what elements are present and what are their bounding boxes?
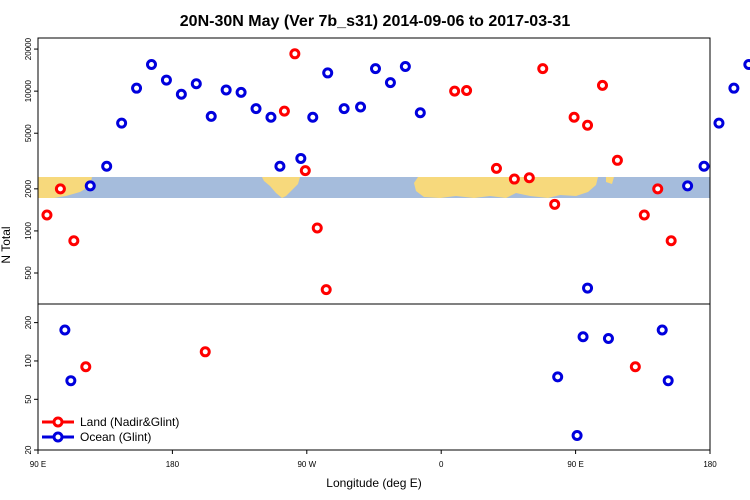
ocean-point [145, 59, 157, 71]
x-tick-label: 180 [166, 460, 180, 469]
chart-title: 20N-30N May (Ver 7b_s31) 2014-09-06 to 2… [180, 13, 571, 30]
x-tick-label: 0 [439, 460, 444, 469]
ocean-point [84, 180, 96, 192]
ocean-point [65, 375, 77, 387]
map-land [414, 177, 598, 198]
land-point [68, 235, 80, 247]
ocean-point [399, 61, 411, 73]
ocean-point [743, 59, 750, 71]
legend-marker-land [52, 416, 64, 428]
y-axis-lower: 20 50 100 200 [24, 315, 38, 454]
legend-marker-ocean [52, 431, 64, 443]
legend: Land (Nadir&Glint) Ocean (Glint) [42, 415, 179, 444]
land-point [278, 105, 290, 117]
land-point [41, 209, 53, 221]
land-point [54, 183, 66, 195]
data-points [41, 48, 750, 441]
ocean-point [160, 74, 172, 86]
map-land [606, 177, 614, 184]
ocean-point [656, 324, 668, 336]
x-tick-label: 90 W [297, 460, 316, 469]
ocean-point [101, 160, 113, 172]
ocean-point [59, 324, 71, 336]
lower-panel-frame [37, 303, 711, 451]
ocean-point [175, 88, 187, 100]
legend-item-ocean: Ocean (Glint) [42, 430, 151, 444]
ocean-point [552, 371, 564, 383]
ocean-point [662, 375, 674, 387]
ocean-point [571, 429, 583, 441]
land-point [596, 79, 608, 91]
land-point [638, 209, 650, 221]
ocean-point [307, 111, 319, 123]
y-upper-tick-label: 20000 [24, 37, 33, 60]
ocean-point [355, 101, 367, 113]
land-point [652, 183, 664, 195]
y-upper-tick-label: 500 [24, 266, 33, 280]
land-point [537, 63, 549, 75]
ocean-point [698, 160, 710, 172]
y-upper-tick-label: 5000 [24, 124, 33, 142]
x-tick-label: 180 [703, 460, 717, 469]
ocean-point [582, 282, 594, 294]
land-point [320, 284, 332, 296]
y-lower-tick-label: 50 [24, 394, 33, 403]
land-point [665, 235, 677, 247]
y-upper-tick-label: 1000 [24, 221, 33, 239]
y-axis-upper: 500 1000 2000 5000 10000 20000 [24, 37, 38, 280]
ocean-point [713, 117, 725, 129]
ocean-point [220, 84, 232, 96]
y-lower-tick-label: 20 [24, 445, 33, 454]
ocean-point [205, 110, 217, 122]
world-map-strip [38, 177, 710, 198]
y-upper-tick-label: 10000 [24, 79, 33, 102]
ocean-point [369, 63, 381, 75]
y-axis-label: N Total [0, 226, 13, 263]
ocean-point [322, 67, 334, 79]
y-lower-tick-label: 100 [24, 354, 33, 368]
legend-label-ocean: Ocean (Glint) [80, 430, 151, 444]
land-point [461, 85, 473, 97]
ocean-point [235, 86, 247, 98]
y-lower-tick-label: 200 [24, 315, 33, 329]
ocean-point [728, 82, 740, 94]
legend-item-land: Land (Nadir&Glint) [42, 415, 179, 429]
x-tick-label: 90 E [30, 460, 46, 469]
ocean-point [116, 117, 128, 129]
ocean-point [577, 331, 589, 343]
upper-panel-frame [37, 37, 711, 305]
land-point [582, 119, 594, 131]
land-point [508, 173, 520, 185]
y-upper-tick-label: 2000 [24, 179, 33, 197]
ocean-point [274, 160, 286, 172]
x-tick-label: 90 E [567, 460, 583, 469]
land-point [289, 48, 301, 60]
land-point [199, 346, 211, 358]
ocean-point [682, 180, 694, 192]
land-point [629, 361, 641, 373]
ocean-point [602, 333, 614, 345]
ocean-point [190, 78, 202, 90]
land-point [568, 111, 580, 123]
land-point [611, 154, 623, 166]
ocean-point [131, 82, 143, 94]
land-point [80, 361, 92, 373]
ocean-point [384, 77, 396, 89]
land-point [449, 85, 461, 97]
land-point [311, 222, 323, 234]
ocean-point [250, 103, 262, 115]
land-point [523, 172, 535, 184]
ocean-point [265, 111, 277, 123]
land-point [490, 162, 502, 174]
legend-label-land: Land (Nadir&Glint) [80, 415, 179, 429]
x-axis: 90 E 180 90 W 0 90 E 180 [30, 450, 717, 469]
x-axis-label: Longitude (deg E) [326, 476, 421, 490]
ocean-point [414, 107, 426, 119]
ocean-point [295, 152, 307, 164]
land-point [549, 198, 561, 210]
ocean-point [338, 103, 350, 115]
map-land [262, 177, 300, 198]
land-point [299, 165, 311, 177]
